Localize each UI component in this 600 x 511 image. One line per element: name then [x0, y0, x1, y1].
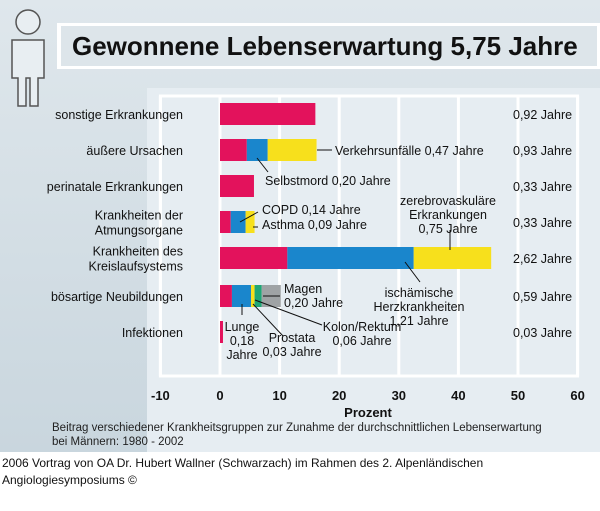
category-label: Infektionen — [122, 326, 183, 340]
x-tick-label: 60 — [570, 388, 584, 403]
bar-segment-red — [220, 321, 223, 343]
caption-line-2: bei Männern: 1980 - 2002 — [52, 436, 184, 448]
annotation-label: Lunge — [225, 320, 260, 334]
bar-segment-green — [254, 285, 262, 307]
x-tick-label: 40 — [451, 388, 465, 403]
category-label: Kreislaufsystems — [89, 260, 183, 274]
annotation-label: 0,18 — [230, 334, 254, 348]
bar-segment-blue — [231, 285, 251, 307]
title-box — [61, 26, 597, 66]
person-icon — [11, 9, 45, 107]
category-label: äußere Ursachen — [86, 144, 183, 158]
annotation-leader — [252, 303, 284, 337]
bar-segment-red — [220, 285, 232, 307]
x-tick-label: 30 — [392, 388, 406, 403]
annotation-label: Herzkrankheiten — [373, 300, 464, 314]
total-label: 2,62 Jahre — [513, 252, 572, 266]
bar-segment-red — [220, 175, 254, 197]
annotation-leader — [239, 211, 259, 223]
annotation-leader — [404, 261, 421, 283]
chart-title: Gewonnene Lebenserwartung 5,75 Jahre — [72, 31, 578, 61]
annotation-label: Jahre — [226, 348, 257, 362]
bar-segment-blue — [230, 211, 246, 233]
annotation-label: 0,03 Jahre — [262, 345, 321, 359]
bar-segment-red — [220, 247, 288, 269]
bar-segment-yellow — [267, 139, 317, 161]
annotation-label: 0,20 Jahre — [284, 296, 343, 310]
bar-segment-yellow — [250, 285, 255, 307]
caption-line-1: Beitrag verschiedener Krankheitsgruppen … — [52, 422, 542, 434]
bar-segment-red — [220, 139, 247, 161]
category-label: Krankheiten des — [93, 245, 183, 259]
x-tick-label: 10 — [272, 388, 286, 403]
bar-segment-red — [220, 103, 316, 125]
category-label: bösartige Neubildungen — [51, 290, 183, 304]
annotation-label: Erkrankungen — [409, 208, 487, 222]
bar-segment-yellow — [413, 247, 492, 269]
category-label: Krankheiten der — [95, 209, 183, 223]
bar-segment-blue — [287, 247, 414, 269]
x-tick-label: -10 — [151, 388, 170, 403]
total-label: 0,59 Jahre — [513, 290, 572, 304]
category-label: perinatale Erkrankungen — [47, 180, 183, 194]
annotation-label: 0,06 Jahre — [332, 334, 391, 348]
category-label: sonstige Erkrankungen — [55, 108, 183, 122]
annotation-label: 0,75 Jahre — [418, 222, 477, 236]
total-label: 0,03 Jahre — [513, 326, 572, 340]
x-tick-label: 20 — [332, 388, 346, 403]
bar-segment-red — [220, 211, 231, 233]
annotation-label: zerebrovaskuläre — [400, 194, 496, 208]
category-label: Atmungsorgane — [95, 224, 183, 238]
source-line-2: Angiologiesymposiums © — [2, 473, 137, 487]
annotation-leader — [254, 299, 323, 326]
x-axis-label: Prozent — [344, 405, 392, 420]
annotation-label: ischämische — [385, 286, 454, 300]
annotation-label: Selbstmord 0,20 Jahre — [265, 174, 391, 188]
annotation-label: 1,21 Jahre — [389, 314, 448, 328]
annotation-label: Prostata — [269, 331, 316, 345]
x-tick-label: 0 — [216, 388, 223, 403]
total-label: 0,93 Jahre — [513, 144, 572, 158]
bar-segment-blue — [246, 139, 268, 161]
annotation-label: Kolon/Rektum — [323, 320, 402, 334]
bar-segment-yellow — [245, 211, 255, 233]
annotation-label: COPD 0,14 Jahre — [262, 203, 361, 217]
x-tick-label: 50 — [511, 388, 525, 403]
total-label: 0,33 Jahre — [513, 216, 572, 230]
plot-panel — [147, 88, 600, 452]
total-label: 0,33 Jahre — [513, 180, 572, 194]
source-line-1: 2006 Vortrag von OA Dr. Hubert Wallner (… — [2, 456, 484, 470]
annotation-label: Verkehrsunfälle 0,47 Jahre — [335, 144, 484, 158]
total-label: 0,92 Jahre — [513, 108, 572, 122]
annotation-label: Magen — [284, 282, 322, 296]
annotation-leader — [256, 157, 269, 173]
annotation-label: Asthma 0,09 Jahre — [262, 218, 367, 232]
source-text: 2006 Vortrag von OA Dr. Hubert Wallner (… — [2, 455, 592, 489]
